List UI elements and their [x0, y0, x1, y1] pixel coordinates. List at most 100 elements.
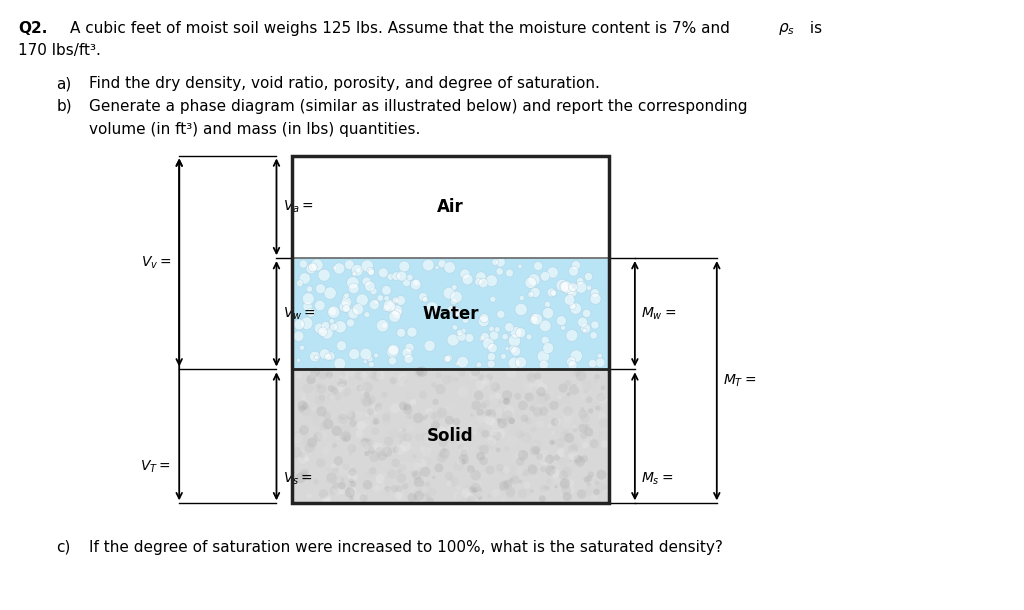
Point: [444, 434, 461, 444]
Point: [481, 465, 498, 475]
Point: [523, 372, 540, 382]
Point: [355, 493, 372, 503]
Point: [324, 317, 340, 326]
Point: [506, 336, 522, 345]
Point: [580, 421, 596, 431]
Point: [476, 314, 493, 323]
Point: [368, 417, 384, 427]
Point: [539, 392, 555, 402]
Point: [569, 454, 586, 464]
Point: [350, 409, 367, 419]
Text: b): b): [56, 99, 72, 114]
Point: [345, 479, 361, 489]
Point: [528, 445, 545, 455]
Point: [392, 445, 409, 454]
Point: [439, 451, 456, 461]
Point: [293, 404, 309, 414]
Point: [292, 278, 308, 288]
Point: [415, 292, 431, 302]
Point: [371, 459, 387, 469]
Point: [473, 334, 489, 343]
Point: [387, 458, 403, 468]
Point: [560, 378, 577, 388]
Point: [299, 301, 315, 311]
Text: Water: Water: [422, 305, 479, 323]
Point: [468, 483, 484, 493]
Point: [416, 473, 432, 483]
Point: [484, 394, 501, 404]
Point: [559, 491, 575, 501]
Point: [464, 411, 480, 420]
Point: [393, 379, 410, 389]
Point: [526, 446, 543, 456]
Point: [372, 447, 388, 456]
Point: [526, 492, 543, 502]
Point: [574, 317, 591, 327]
Point: [512, 476, 528, 486]
Point: [468, 396, 484, 406]
Point: [350, 493, 367, 503]
Point: [508, 346, 524, 356]
Point: [290, 434, 306, 443]
Point: [544, 437, 560, 447]
Point: [536, 483, 552, 493]
Point: [301, 443, 317, 453]
Point: [295, 393, 311, 403]
Point: [298, 318, 314, 328]
Point: [525, 275, 542, 285]
Point: [487, 488, 504, 498]
Point: [592, 394, 608, 404]
Point: [455, 357, 471, 367]
Point: [358, 397, 375, 407]
Point: [581, 396, 597, 406]
Point: [519, 480, 536, 490]
Point: [391, 466, 408, 476]
Point: [397, 481, 414, 491]
Point: [446, 478, 463, 487]
Point: [540, 308, 556, 318]
Point: [466, 492, 482, 501]
Point: [456, 326, 472, 336]
Point: [595, 418, 611, 428]
Point: [597, 484, 613, 493]
Point: [565, 436, 582, 446]
Point: [394, 430, 411, 440]
Point: [311, 323, 328, 333]
Point: [393, 328, 410, 338]
Point: [351, 429, 368, 439]
Point: [470, 277, 486, 287]
Point: [507, 429, 523, 439]
Point: [535, 494, 551, 504]
Point: [322, 465, 338, 475]
Point: [574, 392, 591, 401]
Point: [504, 416, 520, 426]
Point: [399, 432, 416, 442]
Point: [292, 392, 308, 401]
Point: [567, 304, 584, 314]
Text: c): c): [56, 540, 71, 555]
Point: [335, 410, 351, 420]
Point: [316, 349, 333, 359]
Point: [344, 472, 360, 481]
Point: [489, 325, 506, 334]
Point: [318, 411, 335, 420]
Point: [406, 469, 422, 479]
Point: [515, 450, 531, 460]
Point: [378, 285, 394, 295]
Point: [490, 415, 507, 425]
Point: [308, 417, 325, 426]
Point: [564, 301, 581, 311]
Point: [307, 367, 324, 377]
Point: [436, 445, 453, 454]
Point: [414, 494, 430, 504]
Point: [303, 264, 319, 274]
Text: A cubic feet of moist soil weighs 125 lbs. Assume that the moisture content is 7: A cubic feet of moist soil weighs 125 lb…: [70, 21, 734, 37]
Point: [411, 487, 427, 497]
Point: [528, 314, 545, 324]
Point: [586, 331, 602, 340]
Point: [455, 456, 471, 465]
Point: [438, 375, 455, 385]
Point: [334, 383, 350, 393]
Point: [521, 332, 538, 342]
Point: [562, 456, 579, 465]
